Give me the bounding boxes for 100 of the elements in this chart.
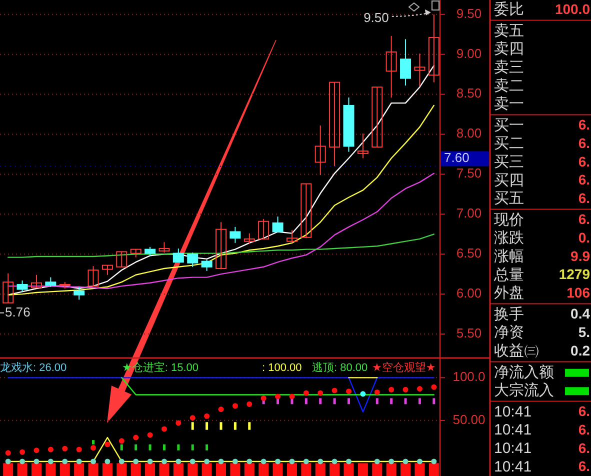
category-label: 10:41 bbox=[494, 440, 532, 458]
bar bbox=[301, 463, 312, 476]
bar bbox=[333, 398, 336, 404]
point bbox=[232, 458, 238, 464]
category-label: 10:41 bbox=[494, 458, 532, 476]
category-label: 卖五 bbox=[494, 22, 524, 40]
category-label: 净流入额 bbox=[494, 364, 554, 381]
bar bbox=[202, 463, 212, 476]
point bbox=[62, 446, 68, 452]
point bbox=[275, 394, 281, 400]
candlestick bbox=[272, 216, 284, 232]
bar bbox=[162, 444, 166, 450]
category-label: 买五 bbox=[494, 190, 524, 208]
bar bbox=[244, 463, 254, 476]
point bbox=[332, 458, 338, 464]
point bbox=[118, 438, 124, 444]
candlestick bbox=[158, 242, 170, 254]
point bbox=[48, 458, 54, 464]
candlestick bbox=[30, 274, 42, 288]
category-label: 涨幅 bbox=[494, 248, 524, 266]
bar bbox=[432, 398, 436, 404]
bar bbox=[3, 463, 14, 476]
category-label: 卖二 bbox=[494, 77, 524, 94]
bar bbox=[145, 463, 156, 476]
bar bbox=[230, 463, 240, 476]
bar bbox=[191, 444, 194, 450]
bar bbox=[248, 422, 251, 430]
y-tick-label: 8.00 bbox=[456, 126, 482, 141]
text: 1279 bbox=[558, 266, 590, 282]
bar bbox=[134, 444, 138, 450]
point bbox=[303, 390, 309, 396]
bar bbox=[428, 463, 439, 476]
bar bbox=[74, 463, 84, 476]
bar bbox=[220, 422, 222, 430]
bar bbox=[315, 463, 326, 476]
point bbox=[289, 394, 295, 400]
category-label: 买四 bbox=[494, 172, 524, 189]
y-tick-label: 7.00 bbox=[456, 206, 482, 221]
bar bbox=[258, 463, 269, 476]
bar bbox=[372, 463, 382, 476]
annotation: ★空仓观望★ bbox=[372, 360, 436, 374]
bar bbox=[386, 463, 396, 476]
candlestick bbox=[2, 272, 14, 304]
point bbox=[360, 391, 366, 397]
bar bbox=[159, 463, 170, 476]
bar bbox=[17, 463, 28, 476]
category-label: 委比 bbox=[494, 1, 524, 18]
point bbox=[90, 445, 96, 451]
category-label: 大宗流入 bbox=[494, 382, 554, 400]
annotation: : 100.00 bbox=[262, 362, 302, 374]
bar bbox=[92, 440, 95, 444]
y-tick-label: 9.50 bbox=[456, 6, 482, 21]
point bbox=[275, 458, 281, 464]
point bbox=[431, 384, 437, 390]
bar bbox=[46, 463, 56, 476]
point bbox=[118, 458, 124, 464]
bar bbox=[60, 463, 70, 476]
bar bbox=[216, 463, 226, 476]
point bbox=[318, 390, 324, 396]
point bbox=[190, 458, 196, 464]
point bbox=[34, 448, 40, 454]
candlestick bbox=[300, 183, 312, 239]
bar bbox=[272, 463, 283, 476]
bar bbox=[358, 463, 368, 476]
candlestick bbox=[357, 132, 368, 159]
text: 106 bbox=[566, 284, 590, 300]
bar bbox=[234, 422, 236, 430]
text: 6. bbox=[578, 421, 590, 438]
point bbox=[218, 406, 224, 412]
text: 0.4 bbox=[570, 306, 590, 322]
point bbox=[303, 458, 309, 464]
candlestick bbox=[386, 35, 397, 98]
candlestick bbox=[172, 248, 184, 263]
bar bbox=[286, 463, 297, 476]
candlestick bbox=[201, 259, 212, 272]
candlestick bbox=[216, 222, 226, 270]
point bbox=[48, 446, 54, 452]
y-tick-label: 6.00 bbox=[456, 286, 482, 301]
bar bbox=[404, 398, 407, 404]
bar bbox=[347, 398, 350, 404]
point bbox=[147, 432, 153, 438]
text: 6. bbox=[578, 190, 590, 206]
candlestick bbox=[258, 218, 270, 240]
point bbox=[104, 442, 110, 448]
point bbox=[147, 458, 153, 464]
candlestick bbox=[414, 53, 426, 87]
point bbox=[388, 386, 394, 392]
text: 6. bbox=[578, 153, 590, 170]
point bbox=[204, 458, 210, 464]
category-label: 收益㈢ bbox=[494, 342, 539, 360]
category-label: 买三 bbox=[494, 154, 524, 171]
point bbox=[176, 458, 182, 464]
candlestick bbox=[314, 124, 326, 176]
point bbox=[374, 389, 380, 395]
point bbox=[133, 458, 139, 464]
text: 0. bbox=[578, 229, 590, 246]
y-tick-label: 9.00 bbox=[456, 46, 482, 61]
text: 6. bbox=[578, 172, 590, 188]
point bbox=[260, 395, 266, 401]
bar bbox=[330, 463, 340, 476]
